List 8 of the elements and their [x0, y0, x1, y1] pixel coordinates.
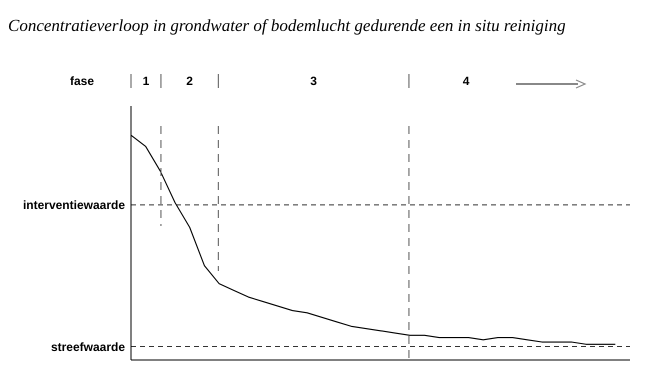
- ref-line-label: streefwaarde: [50, 340, 126, 354]
- text: 2: [186, 74, 194, 88]
- text: fase: [70, 74, 94, 88]
- chart-title: Concentratieverloop in grondwater of bodemlucht gedurende een in situ reiniging: [8, 15, 567, 37]
- text: 1: [142, 74, 150, 88]
- ref-line-label: interventiewaarde: [22, 198, 126, 212]
- text: 3: [310, 74, 318, 88]
- text: 4: [462, 74, 470, 88]
